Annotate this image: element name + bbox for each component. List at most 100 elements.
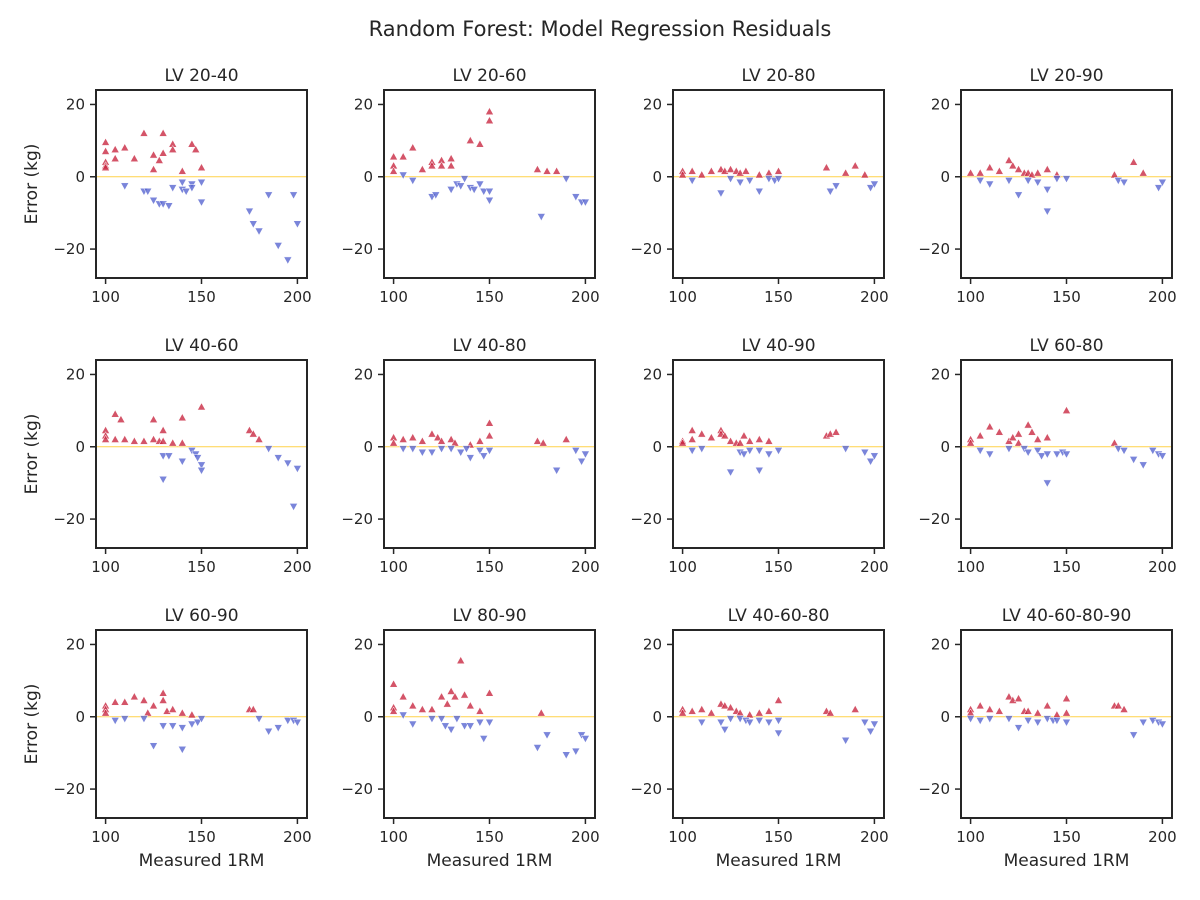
overestimate-marker: [389, 679, 399, 688]
y-tick-label: −20: [341, 780, 373, 798]
y-tick-label: 20: [66, 365, 85, 383]
overestimate-marker: [427, 704, 437, 713]
underestimate-marker: [245, 207, 254, 216]
subplot-2: LV 20-60 100 150 200 −20 0 20: [341, 66, 599, 306]
overestimate-marker: [460, 690, 469, 699]
underestimate-marker: [264, 727, 274, 736]
underestimate-marker: [1138, 718, 1148, 727]
subplot-6: LV 40-80 100 150 200 −20 0 20: [341, 336, 599, 576]
y-tick-label: 0: [363, 438, 373, 456]
overestimate-marker: [536, 708, 546, 717]
underestimate-marker: [697, 718, 707, 727]
underestimate-marker: [1052, 450, 1062, 459]
overestimate-marker: [1062, 708, 1071, 717]
underestimate-marker: [754, 467, 764, 475]
x-tick-label: 100: [91, 828, 120, 846]
overestimate-marker: [1014, 438, 1023, 447]
overestimate-marker: [1110, 170, 1119, 179]
marker-group: [678, 161, 879, 198]
underestimate-marker: [580, 450, 590, 459]
overestimate-marker: [197, 163, 206, 171]
underestimate-marker: [254, 715, 264, 724]
overestimate-marker: [446, 161, 456, 170]
overestimate-marker: [850, 704, 860, 713]
underestimate-marker: [193, 718, 203, 727]
overestimate-marker: [437, 161, 446, 170]
overestimate-marker: [129, 692, 139, 701]
overestimate-marker: [533, 436, 542, 445]
underestimate-marker: [577, 457, 586, 466]
x-tick-label: 150: [475, 558, 504, 576]
x-tick-label: 100: [668, 558, 697, 576]
underestimate-marker: [177, 724, 187, 733]
overestimate-marker: [248, 704, 258, 713]
underestimate-marker: [292, 220, 302, 229]
overestimate-marker: [697, 170, 707, 179]
marker-group: [389, 106, 590, 222]
overestimate-marker: [158, 695, 168, 704]
x-axis-label: Measured 1RM: [427, 851, 553, 871]
underestimate-marker: [687, 447, 697, 456]
overestimate-marker: [177, 438, 187, 447]
overestimate-marker: [754, 708, 764, 717]
overestimate-marker: [475, 706, 485, 715]
y-tick-label: 0: [652, 438, 662, 456]
x-tick-label: 150: [764, 558, 793, 576]
x-tick-label: 100: [379, 558, 408, 576]
underestimate-marker: [149, 742, 158, 751]
x-tick-label: 200: [1148, 288, 1177, 306]
subplot-title: LV 60-80: [1029, 336, 1103, 356]
underestimate-marker: [158, 722, 168, 731]
underestimate-marker: [1004, 445, 1014, 454]
x-tick-label: 150: [764, 288, 793, 306]
underestimate-marker: [841, 737, 851, 745]
overestimate-marker: [433, 433, 443, 441]
underestimate-marker: [475, 180, 485, 189]
underestimate-marker: [273, 242, 283, 251]
x-tick-label: 200: [283, 288, 312, 306]
underestimate-marker: [1033, 178, 1043, 187]
overestimate-marker: [110, 434, 120, 443]
underestimate-marker: [985, 450, 995, 459]
overestimate-marker: [389, 166, 399, 175]
underestimate-marker: [120, 182, 130, 191]
underestimate-marker: [561, 175, 571, 184]
overestimate-marker: [101, 708, 111, 717]
y-tick-label: −20: [53, 240, 85, 258]
overestimate-marker: [1033, 708, 1043, 717]
axes-frame: [672, 89, 885, 279]
overestimate-marker: [1110, 438, 1119, 447]
overestimate-marker: [726, 436, 735, 445]
overestimate-marker: [687, 434, 697, 443]
marker-group: [678, 425, 879, 477]
subplot-9: LV 60-90 100 150 200 −20 0 20 Error (kg) Measure…: [22, 606, 312, 871]
marker-group: [966, 155, 1167, 216]
x-tick-label: 200: [860, 828, 889, 846]
underestimate-marker: [745, 718, 755, 727]
underestimate-marker: [110, 717, 120, 726]
overestimate-marker: [975, 701, 985, 710]
underestimate-marker: [292, 718, 302, 727]
y-tick-label: 20: [643, 365, 662, 383]
underestimate-marker: [197, 461, 206, 470]
underestimate-marker: [1023, 448, 1033, 457]
y-tick-label: 20: [931, 365, 950, 383]
overestimate-marker: [1033, 168, 1043, 177]
x-axis-label: Measured 1RM: [139, 851, 265, 871]
x-tick-label: 100: [956, 828, 985, 846]
underestimate-marker: [181, 187, 191, 196]
underestimate-marker: [1014, 191, 1023, 200]
y-tick-label: −20: [630, 780, 662, 798]
underestimate-marker: [1119, 447, 1129, 456]
overestimate-marker: [850, 161, 860, 170]
x-tick-label: 200: [860, 558, 889, 576]
overestimate-marker: [408, 701, 418, 710]
underestimate-marker: [580, 735, 590, 744]
underestimate-marker: [417, 448, 427, 457]
underestimate-marker: [764, 450, 774, 459]
underestimate-marker: [254, 227, 264, 236]
overestimate-marker: [417, 164, 427, 173]
subplot-title: LV 60-90: [164, 606, 238, 626]
